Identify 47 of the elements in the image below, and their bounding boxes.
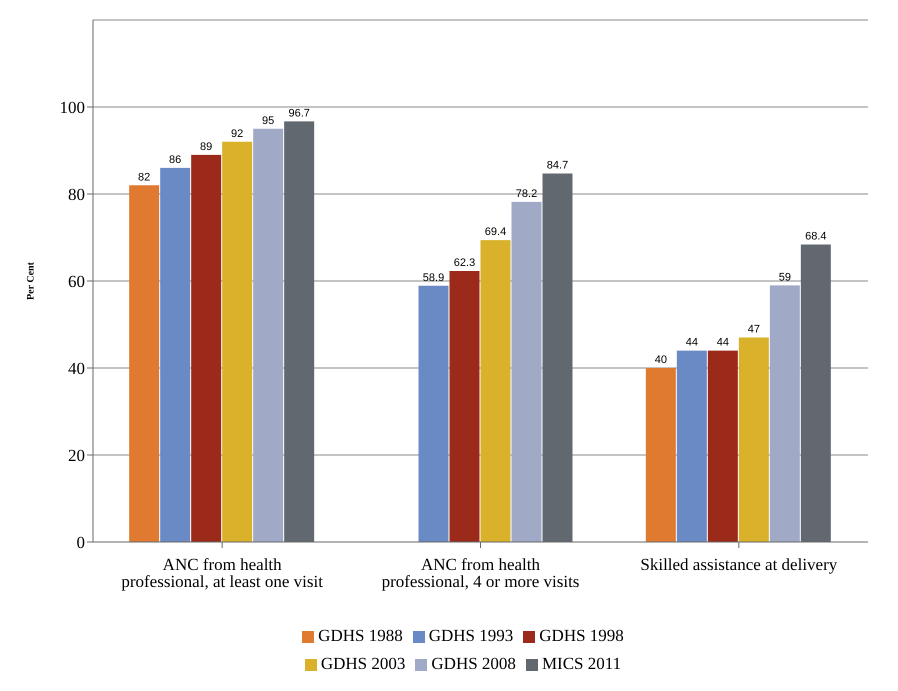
bar (770, 285, 800, 542)
data-label: 47 (748, 324, 760, 336)
y-tick-label: 80 (68, 185, 85, 204)
bar (512, 202, 542, 542)
bar (676, 350, 707, 542)
x-tick-label: ANC from health professional, at least one visit (121, 555, 324, 592)
y-tick-label: 40 (68, 359, 85, 378)
bar (480, 240, 510, 542)
bar (253, 128, 284, 542)
legend-label: GDHS 1998 (539, 626, 624, 645)
bar (222, 142, 252, 542)
data-label: 92 (231, 128, 244, 140)
bar (738, 338, 769, 542)
data-label: 69.4 (484, 226, 506, 238)
legend-label: GDHS 1993 (428, 626, 514, 645)
legend-label: GDHS 1988 (318, 626, 403, 645)
data-label: 59 (778, 271, 791, 284)
data-label: 84.7 (546, 160, 568, 172)
x-tick-label: ANC from health professional, 4 or more visits (382, 555, 580, 592)
bar (191, 154, 222, 542)
y-tick-label: 100 (60, 98, 85, 118)
data-label: 78.2 (516, 188, 538, 200)
legend-label: GDHS 2008 (431, 654, 516, 673)
y-tick-label: 60 (68, 272, 85, 292)
data-label: 40 (654, 354, 667, 366)
bar (646, 368, 676, 542)
data-label: 44 (686, 336, 698, 349)
data-label: 95 (262, 114, 274, 127)
bar (450, 270, 480, 542)
bar (129, 185, 160, 542)
legend-label: MICS 2011 (542, 654, 622, 673)
bar (708, 350, 738, 542)
bar (160, 168, 190, 542)
data-label: 89 (200, 140, 212, 153)
y-tick-label: 20 (68, 446, 85, 466)
data-label: 82 (138, 171, 150, 184)
y-tick-label: 0 (76, 533, 85, 552)
data-label: 86 (169, 154, 182, 166)
data-label: 58.9 (422, 272, 444, 284)
data-label: 68.4 (805, 230, 827, 242)
x-tick-label: Skilled assistance at delivery (640, 555, 838, 574)
y-axis-title: Per Cent (26, 261, 37, 300)
data-label: 62.3 (454, 256, 476, 269)
data-label: 96.7 (288, 107, 310, 120)
data-label: 44 (716, 336, 729, 349)
bar (418, 286, 448, 542)
legend-label: GDHS 2003 (320, 654, 406, 673)
